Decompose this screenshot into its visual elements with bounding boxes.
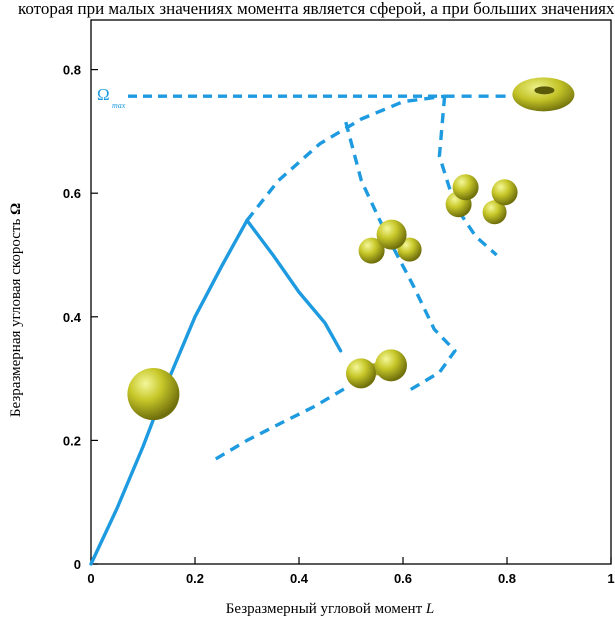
sphere-shape <box>127 368 179 420</box>
series-line-3 <box>247 220 341 350</box>
three-sphere-bottom <box>377 220 407 250</box>
x-axis-title-text: Безразмерный угловой момент <box>226 601 426 617</box>
x-axis-variable: L <box>425 601 434 617</box>
top-text: которая при малых значениях момента явля… <box>18 0 615 18</box>
y-tick-label: 0.8 <box>63 63 81 78</box>
two-sphere-right <box>375 349 407 381</box>
y-axis-variable: Ω <box>8 203 24 215</box>
curves <box>91 96 507 564</box>
y-axis-title: Безразмерная угловая скорость Ω <box>8 203 24 417</box>
four-sphere-b <box>453 174 479 200</box>
four-sphere-d <box>492 179 518 205</box>
two-sphere-left <box>346 358 376 388</box>
y-tick-label: 0.6 <box>63 186 81 201</box>
shape-markers <box>127 77 574 420</box>
x-tick-label: 0.8 <box>498 571 516 586</box>
series-line-4 <box>216 388 346 459</box>
omega-max-subscript: max <box>112 101 126 110</box>
x-tick-label: 0 <box>87 571 94 586</box>
x-tick-label: 1 <box>607 571 614 586</box>
torus-hole <box>534 86 554 94</box>
omega-max-label: Ω <box>97 85 110 104</box>
axis-ticks: 0 0.2 0.4 0.6 0.8 1 0 0.2 0.4 0.6 0.8 <box>63 63 615 586</box>
series-line-1 <box>247 96 445 220</box>
y-axis-title-text: Безразмерная угловая скорость <box>8 215 24 417</box>
torus-shape <box>512 77 574 111</box>
y-tick-label: 0.4 <box>63 310 82 325</box>
x-axis-title: Безразмерный угловой момент L <box>226 601 434 617</box>
y-tick-label: 0.2 <box>63 433 81 448</box>
x-tick-label: 0.2 <box>186 571 204 586</box>
x-tick-label: 0.4 <box>290 571 309 586</box>
y-tick-label: 0 <box>74 557 81 572</box>
x-tick-label: 0.6 <box>394 571 412 586</box>
